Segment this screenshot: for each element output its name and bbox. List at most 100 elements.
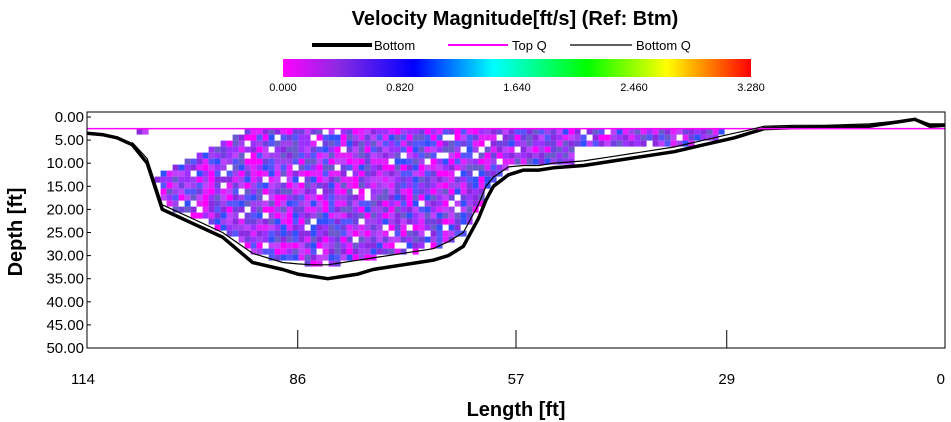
velocity-cell (382, 158, 389, 165)
velocity-cell (238, 206, 245, 213)
velocity-cell (376, 146, 383, 153)
velocity-cell (316, 182, 323, 189)
velocity-cell (286, 128, 293, 135)
velocity-cell (184, 170, 191, 177)
velocity-cell (340, 242, 347, 249)
velocity-cell (430, 146, 437, 153)
velocity-cell (634, 128, 641, 135)
velocity-cell (562, 146, 569, 153)
velocity-cell (670, 134, 677, 141)
velocity-cell (238, 134, 245, 141)
velocity-cell (454, 176, 461, 183)
velocity-cell (208, 188, 215, 195)
velocity-cell (256, 212, 263, 219)
velocity-cell (370, 140, 377, 147)
velocity-cell (568, 140, 575, 147)
velocity-cell (544, 158, 551, 165)
velocity-cell (484, 164, 491, 171)
velocity-cell (328, 260, 335, 267)
velocity-cell (418, 242, 425, 249)
velocity-cell (436, 182, 443, 189)
velocity-cell (274, 206, 281, 213)
velocity-cell (322, 194, 329, 201)
velocity-cell (400, 236, 407, 243)
colorbar-tick: 0.820 (386, 82, 414, 94)
velocity-cell (334, 236, 341, 243)
velocity-cell (496, 128, 503, 135)
velocity-cell (340, 134, 347, 141)
velocity-cell (376, 158, 383, 165)
velocity-cell (334, 182, 341, 189)
velocity-cell (298, 200, 305, 207)
velocity-cell (292, 248, 299, 255)
velocity-cell (232, 194, 239, 201)
velocity-cell (382, 194, 389, 201)
velocity-cell (340, 200, 347, 207)
velocity-cell (292, 230, 299, 237)
velocity-cell (268, 200, 275, 207)
velocity-cell (424, 146, 431, 153)
velocity-cell (478, 128, 485, 135)
velocity-cell (478, 134, 485, 141)
velocity-cell (412, 224, 419, 231)
velocity-cell (352, 206, 359, 213)
y-tick-label: 40.00 (46, 294, 84, 311)
velocity-cell (664, 134, 671, 141)
velocity-cell (304, 260, 311, 267)
velocity-cell (268, 230, 275, 237)
velocity-cell (376, 224, 383, 231)
velocity-cell (340, 188, 347, 195)
velocity-cell (454, 146, 461, 153)
velocity-cell (328, 152, 335, 159)
velocity-cell (400, 224, 407, 231)
velocity-cell (202, 170, 209, 177)
velocity-cell (256, 200, 263, 207)
velocity-cell (304, 236, 311, 243)
velocity-cell (394, 134, 401, 141)
velocity-cell (436, 206, 443, 213)
velocity-cell (220, 152, 227, 159)
velocity-cell (376, 200, 383, 207)
velocity-cell (556, 152, 563, 159)
velocity-cell (562, 128, 569, 135)
velocity-cell (244, 182, 251, 189)
velocity-cell (364, 206, 371, 213)
velocity-cell (196, 152, 203, 159)
velocity-cell (226, 170, 233, 177)
velocity-cell (466, 146, 473, 153)
velocity-cell (406, 152, 413, 159)
velocity-cell (568, 134, 575, 141)
velocity-cell (214, 182, 221, 189)
velocity-cell (310, 188, 317, 195)
velocity-cell (328, 182, 335, 189)
velocity-cell (160, 188, 167, 195)
velocity-cell (250, 242, 257, 249)
velocity-cell (316, 170, 323, 177)
velocity-cell (304, 170, 311, 177)
velocity-cell (448, 158, 455, 165)
velocity-cell (454, 140, 461, 147)
velocity-cell (238, 146, 245, 153)
velocity-cell (490, 140, 497, 147)
velocity-cell (394, 236, 401, 243)
velocity-cell (358, 176, 365, 183)
velocity-cell (208, 146, 215, 153)
velocity-cell (184, 200, 191, 207)
velocity-cell (334, 248, 341, 255)
bottom-q-line (131, 117, 945, 266)
velocity-cell (412, 170, 419, 177)
velocity-cell (376, 152, 383, 159)
velocity-cell (400, 182, 407, 189)
velocity-cell (544, 134, 551, 141)
velocity-cell (286, 242, 293, 249)
velocity-cell (178, 182, 185, 189)
colorbar-tick: 2.460 (620, 82, 648, 94)
velocity-cell (316, 158, 323, 165)
velocity-cell (532, 140, 539, 147)
velocity-cell (274, 152, 281, 159)
velocity-cell (484, 176, 491, 183)
velocity-cell (706, 128, 713, 135)
velocity-cell (298, 170, 305, 177)
velocity-cell (460, 128, 467, 135)
velocity-cell (304, 182, 311, 189)
